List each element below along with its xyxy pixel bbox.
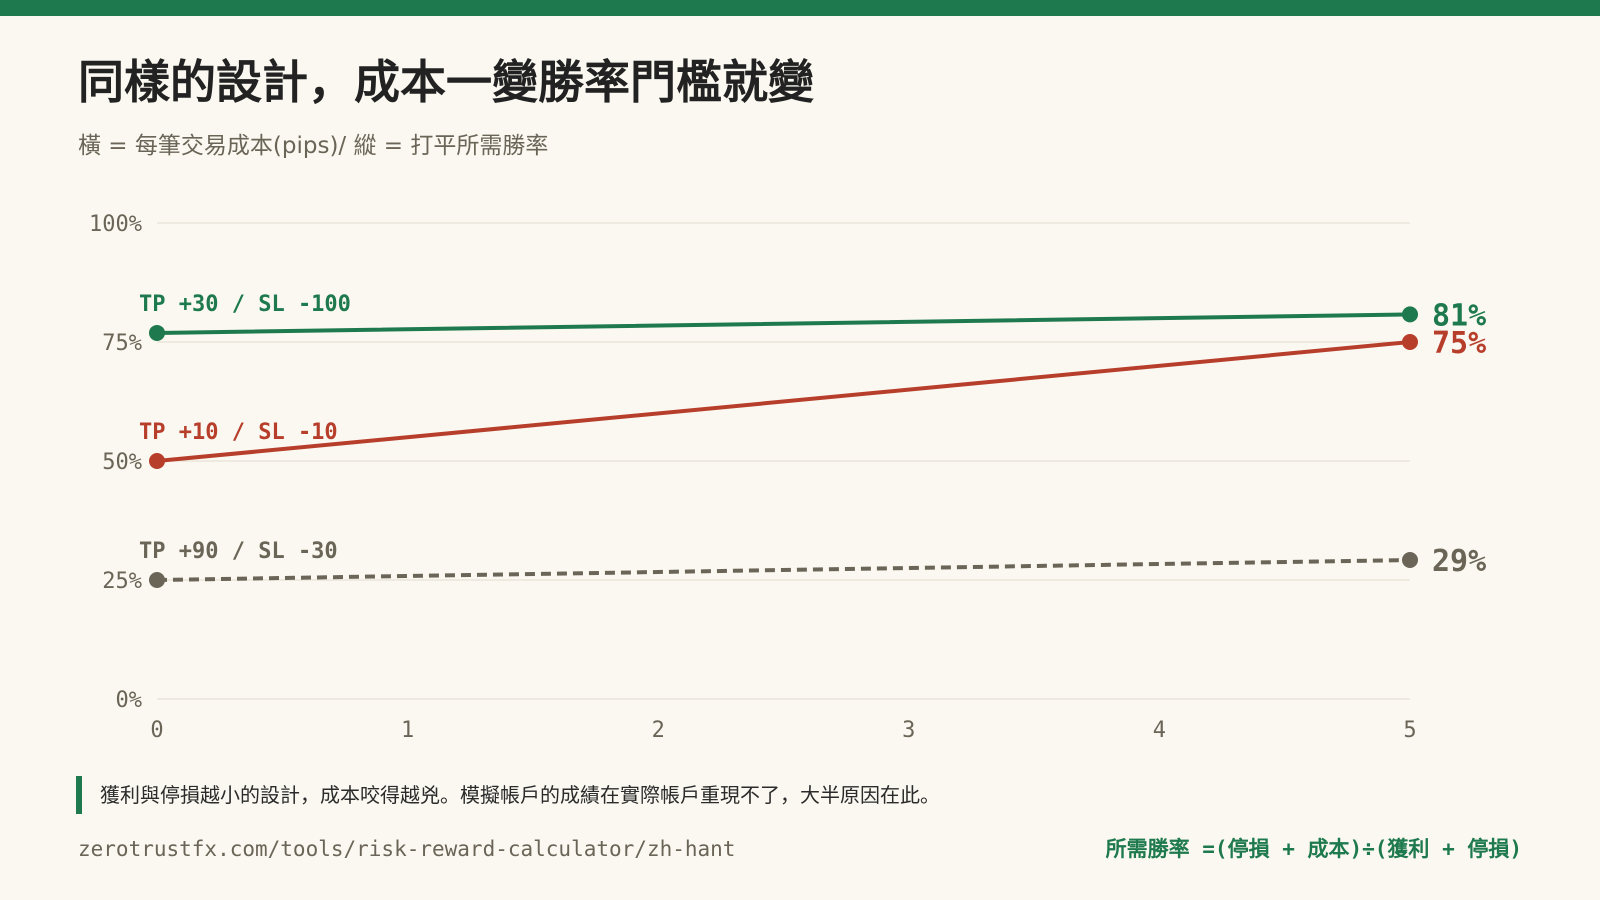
y-tick-label: 25% xyxy=(102,569,142,594)
series-label: TP +10 / SL -10 xyxy=(139,420,338,445)
y-tick-label: 100% xyxy=(89,212,142,237)
series-label: TP +90 / SL -30 xyxy=(139,539,338,564)
series-point xyxy=(1402,552,1418,569)
source-url: zerotrustfx.com/tools/risk-reward-calcul… xyxy=(78,837,736,861)
top-accent-bar xyxy=(0,0,1600,16)
series-line xyxy=(155,312,1412,335)
y-tick-label: 50% xyxy=(102,450,142,475)
x-tick-label: 3 xyxy=(902,718,915,743)
x-tick-label: 0 xyxy=(150,718,163,743)
breakeven-formula: 所需勝率 =(停損 + 成本)÷(獲利 + 停損) xyxy=(1105,837,1522,861)
insight-note: 獲利與停損越小的設計，成本咬得越兇。模擬帳戶的成績在實際帳戶重現不了，大半原因在… xyxy=(76,776,940,814)
y-tick-label: 0% xyxy=(116,688,143,713)
series-point xyxy=(149,324,165,341)
series-point xyxy=(1402,306,1418,323)
series-line xyxy=(156,558,1411,582)
series-label: TP +30 / SL -100 xyxy=(139,292,351,317)
x-tick-label: 1 xyxy=(401,718,414,743)
series-line xyxy=(155,340,1412,463)
end-value-label: 29% xyxy=(1432,544,1486,579)
y-tick-label: 75% xyxy=(102,331,142,356)
series-point xyxy=(1402,334,1418,350)
end-value-label: 81% xyxy=(1432,298,1486,333)
series-point xyxy=(149,572,165,588)
chart-subtitle: 橫 = 每筆交易成本(pips)/ 縱 = 打平所需勝率 xyxy=(78,133,549,159)
breakeven-winrate-chart: 0% 25% 50% 75% 100% 0 1 2 3 4 5 TP +30 / SL -100 81%… xyxy=(89,212,1486,743)
series-point xyxy=(149,453,165,469)
page-title: 同樣的設計，成本一變勝率門檻就變 xyxy=(78,55,814,109)
x-tick-label: 2 xyxy=(652,718,665,743)
x-tick-label: 5 xyxy=(1403,718,1416,743)
end-value-label: 75% xyxy=(1432,326,1486,361)
x-tick-label: 4 xyxy=(1153,718,1166,743)
